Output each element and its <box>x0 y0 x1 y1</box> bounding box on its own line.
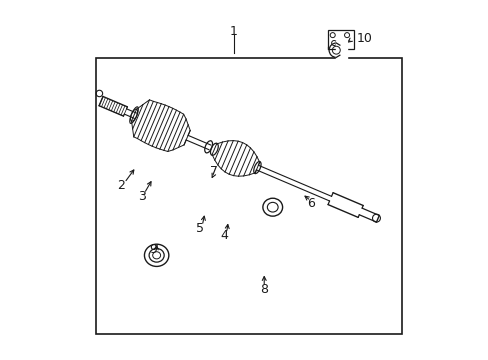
Text: 7: 7 <box>209 165 218 177</box>
Text: 10: 10 <box>356 32 372 45</box>
Text: 3: 3 <box>138 190 146 203</box>
Text: 5: 5 <box>195 222 203 235</box>
Bar <box>96 58 402 334</box>
Text: 4: 4 <box>221 229 228 242</box>
Text: 2: 2 <box>117 179 124 192</box>
Bar <box>336 41 346 59</box>
Text: 6: 6 <box>306 197 314 210</box>
Text: 1: 1 <box>229 25 237 38</box>
Text: 8: 8 <box>260 283 268 296</box>
Text: 9: 9 <box>149 243 157 256</box>
